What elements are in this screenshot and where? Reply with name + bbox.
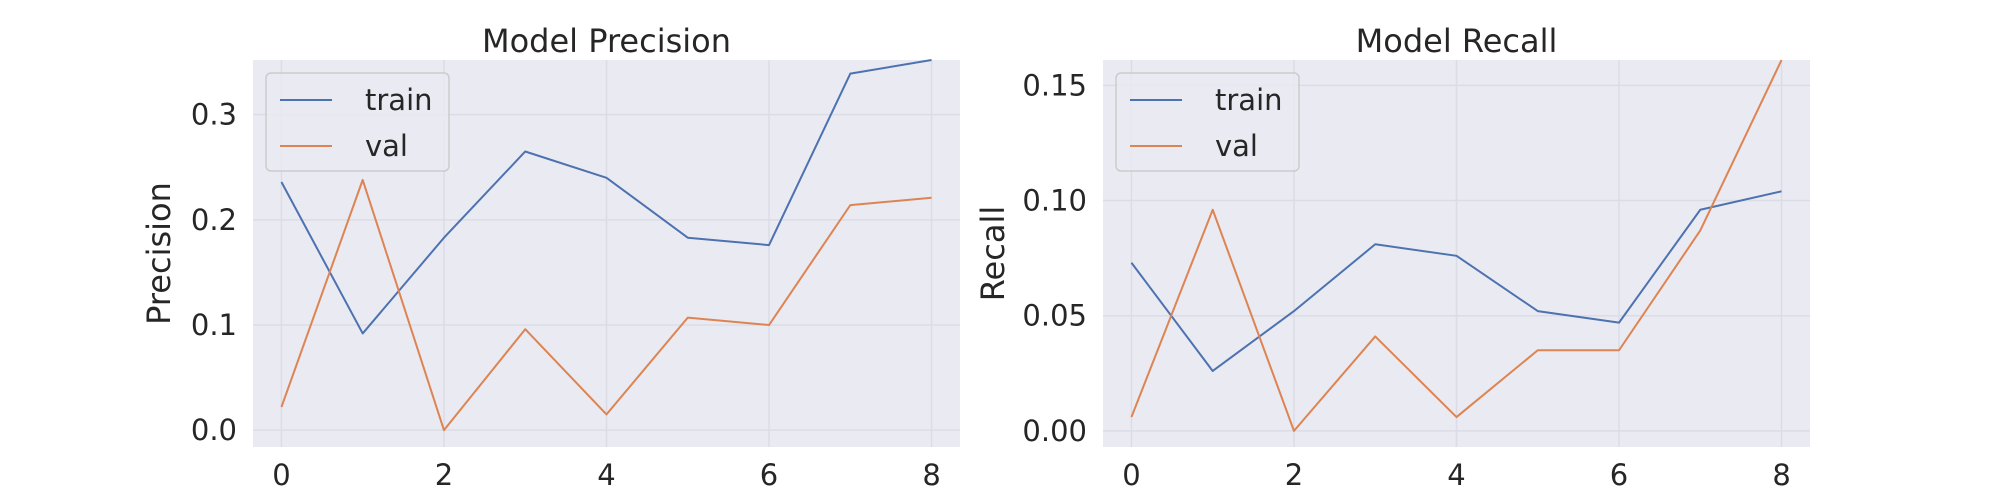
x-tick-label: 0 — [1122, 458, 1140, 492]
x-tick-label: 4 — [597, 458, 615, 492]
x-tick-label: 4 — [1447, 458, 1465, 492]
y-tick-label: 0.1 — [191, 308, 237, 342]
recall-chart: 0 2 4 6 8 0.00 0.05 0.10 0.15 train val Model Recal… — [974, 22, 1810, 492]
legend-label-val: val — [1215, 129, 1258, 163]
y-tick-label: 0.3 — [191, 98, 237, 132]
precision-chart: 0 2 4 6 8 0.0 0.1 0.2 0.3 train val Model Precision… — [140, 22, 960, 492]
chart-title: Model Recall — [1356, 22, 1558, 60]
y-tick-label: 0.05 — [1022, 299, 1087, 333]
legend: train val — [265, 72, 450, 172]
y-tick-label: 0.2 — [191, 203, 237, 237]
series-line-val — [1130, 59, 1783, 432]
x-tick-label: 8 — [922, 458, 940, 492]
x-tick-label: 6 — [1610, 458, 1628, 492]
y-tick-label: 0.0 — [191, 413, 237, 447]
x-tick-label: 8 — [1772, 458, 1790, 492]
legend-label-val: val — [365, 129, 408, 163]
x-tick-label: 6 — [760, 458, 778, 492]
legend-label-train: train — [365, 83, 433, 117]
x-tick-label: 2 — [435, 458, 453, 492]
series-line-train — [280, 59, 932, 335]
x-tick-label: 2 — [1285, 458, 1303, 492]
y-tick-label: 0.10 — [1022, 184, 1087, 218]
x-tick-label: 0 — [272, 458, 290, 492]
y-tick-label: 0.15 — [1022, 68, 1087, 102]
series-line-train — [1130, 190, 1782, 372]
y-axis-label: Precision — [140, 182, 178, 325]
y-axis-label: Recall — [974, 206, 1012, 301]
series-line-val — [280, 178, 932, 432]
chart-title: Model Precision — [482, 22, 731, 60]
legend: train val — [1115, 72, 1300, 172]
y-tick-label: 0.00 — [1022, 414, 1087, 448]
legend-label-train: train — [1215, 83, 1283, 117]
